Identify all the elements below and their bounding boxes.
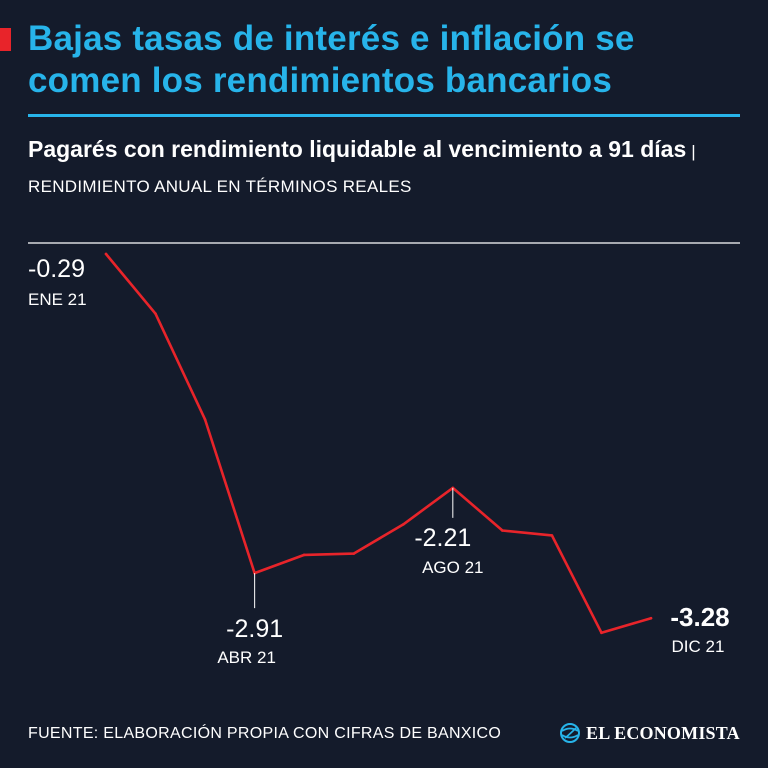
data-point-sep-21 <box>501 529 504 532</box>
data-label-dic-21: -3.28 <box>670 602 729 632</box>
page-title: Bajas tasas de interés e inflación se co… <box>28 19 635 100</box>
data-point-may-21 <box>302 553 306 557</box>
data-point-mar-21 <box>203 418 207 421</box>
data-label-ago-21: -2.21 <box>414 524 471 552</box>
tick-label-dic-21: DIC 21 <box>672 637 725 656</box>
subtitle-separator: | <box>686 142 697 161</box>
subtitle-text: Pagarés con rendimiento liquidable al ve… <box>28 136 687 162</box>
title-divider <box>28 114 740 117</box>
tick-label-abr-21: ABR 21 <box>217 648 276 667</box>
series-line <box>104 252 653 635</box>
tick-label-ene-21: ENE 21 <box>28 290 87 309</box>
data-point-nov-21 <box>600 631 603 635</box>
brand-globe-icon <box>560 723 580 743</box>
subtitle-unit: RENDIMIENTO ANUAL EN TÉRMINOS REALES <box>28 177 412 196</box>
brand-logo: EL ECONOMISTA <box>559 721 740 745</box>
tick-label-ago-21: AGO 21 <box>422 558 483 577</box>
data-point-jun-21 <box>352 552 356 555</box>
data-point-dic-21 <box>649 616 653 620</box>
data-point-oct-21 <box>550 534 554 537</box>
chart-subtitle: Pagarés con rendimiento liquidable al ve… <box>28 133 743 203</box>
data-point-jul-21 <box>401 523 405 526</box>
line-chart: -0.29 ENE 21 -2.91 ABR 21 -2.21 AGO 21 -3.28 DI… <box>28 242 740 667</box>
data-point-ene-21 <box>104 252 108 256</box>
accent-bar <box>0 28 11 51</box>
data-label-abr-21: -2.91 <box>226 615 283 643</box>
data-point-feb-21 <box>154 312 157 315</box>
source-note: FUENTE: ELABORACIÓN PROPIA CON CIFRAS DE… <box>28 725 502 742</box>
brand-name: EL ECONOMISTA <box>586 722 740 743</box>
data-label-ene-21: -0.29 <box>28 255 85 283</box>
